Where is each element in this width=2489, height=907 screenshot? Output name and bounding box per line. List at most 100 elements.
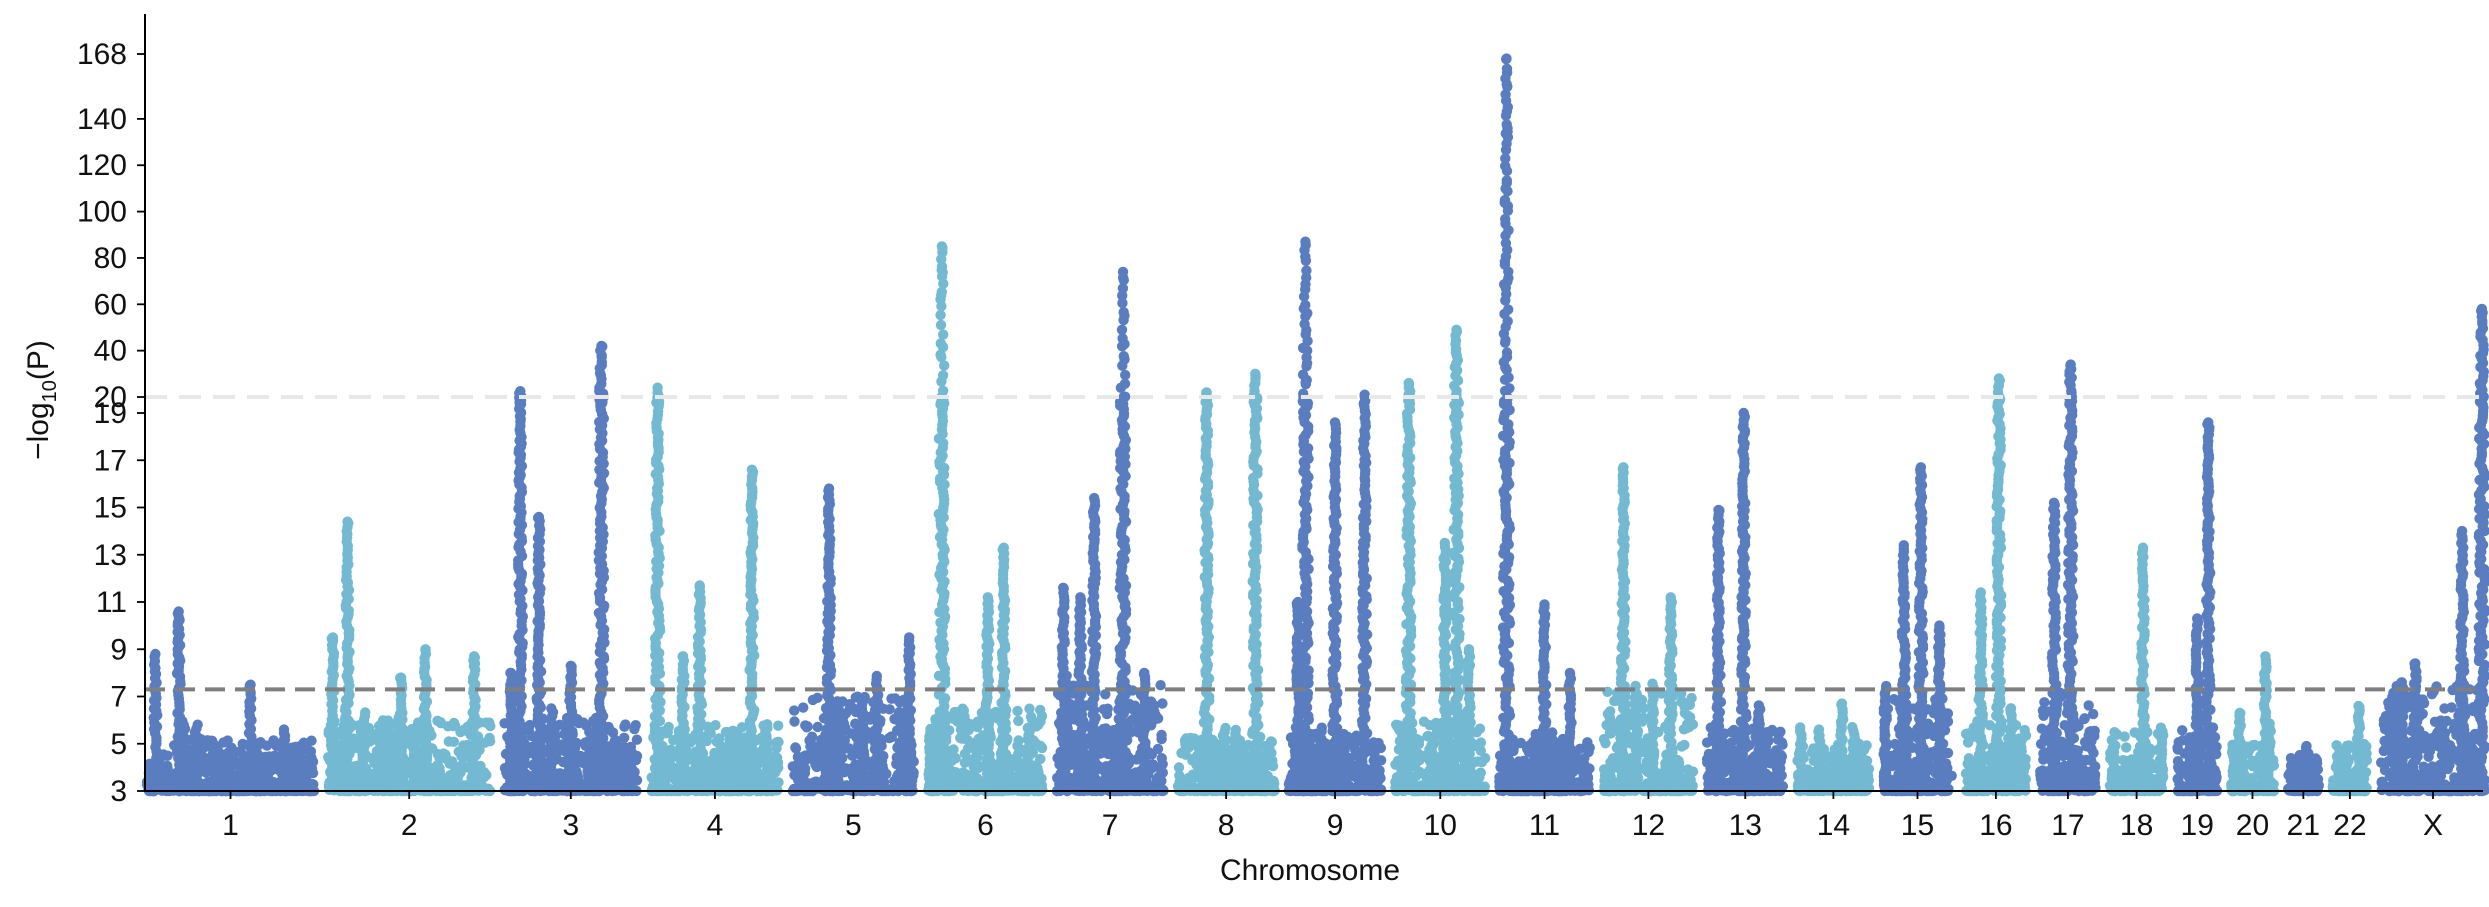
snp-point [382,721,393,732]
snp-point [612,784,623,795]
snp-point [935,319,947,331]
snp-point [218,737,229,748]
snp-point [805,735,816,746]
chromosome-4-points [646,382,784,797]
snp-point [484,736,496,747]
peak-top-point [823,483,835,494]
snp-point [629,766,640,778]
snp-point [732,783,744,795]
snp-point [577,717,589,728]
peak-top-point [857,696,869,707]
snp-point [881,768,892,780]
snp-point [966,737,977,749]
chromosome-6-points [923,241,1048,797]
snp-point [524,719,536,731]
snp-point [665,759,676,771]
peak-top-point [278,724,290,735]
snp-point [773,762,784,773]
peak-chr4 [692,580,707,794]
snp-point [607,727,619,738]
peak-top-point [173,606,184,617]
peak-chr4 [649,382,666,794]
snp-point [872,784,883,795]
snp-point [212,743,223,755]
snp-point [972,716,983,727]
snp-point [206,735,218,746]
snp-point [1155,764,1166,775]
snp-point [619,721,630,732]
peak-chr1 [171,606,186,794]
snp-point [434,762,445,774]
peak-chr2 [339,516,356,794]
peak-top-point [469,651,480,662]
peak-top-point [150,648,161,660]
snp-point [449,720,461,731]
snp-point [789,705,800,716]
snp-point [1155,680,1166,691]
peak-top-point [565,660,576,671]
snp-point [938,329,949,340]
snp-point [844,699,856,710]
peak-chr6 [933,241,951,794]
snp-point [1036,784,1047,795]
snp-point [441,774,452,786]
peak-chr2 [467,651,482,794]
peak-top-point [533,511,545,523]
snp-point [287,766,299,777]
snp-point [807,694,819,706]
peak-top-point [998,542,1009,553]
snp-point [1149,706,1160,717]
peak-top-point [694,580,705,591]
chromosome-7-points [1051,266,1169,797]
snp-point [937,385,949,396]
snp-point [937,370,949,381]
snp-point [162,763,173,774]
snp-point [432,715,443,726]
snp-point [935,338,946,349]
snp-point [771,737,782,748]
peak-top-point [936,241,948,252]
snp-point [798,702,809,713]
snp-point [269,750,280,761]
peak-chr2 [417,644,433,794]
snp-point [227,758,239,769]
peak-top-point [395,672,407,683]
snp-point [665,784,677,795]
snp-point [935,309,946,321]
snp-point [432,748,443,760]
snp-point [213,774,225,786]
snp-point [200,767,212,778]
snp-point [1152,743,1164,755]
chromosome-2-points [323,516,496,797]
snp-point [1013,715,1024,727]
peak-top-point [342,516,353,527]
snp-point [373,736,384,747]
peak-chr1 [147,648,163,794]
snp-point [789,716,800,727]
chromosome-3-points [499,340,643,797]
snp-point [374,744,385,755]
snp-point [790,742,801,753]
snp-point [925,784,936,795]
peak-top-point [596,340,607,352]
snp-point [1156,753,1168,764]
snp-point [223,746,235,758]
snp-point [1035,716,1046,727]
snp-point [1157,698,1168,709]
peak-top-point [420,644,431,655]
peak-top-point [327,632,339,643]
snp-point [412,721,423,732]
snp-point [1156,729,1167,741]
snp-point [800,720,811,731]
snp-point [808,746,819,757]
peak-top-point [245,679,256,690]
peak-chr6 [995,542,1012,794]
snp-point [1100,723,1112,734]
snp-point [441,753,452,765]
snp-point [458,740,469,751]
snp-point [1024,783,1036,794]
snp-point [375,757,386,768]
peak-top-point [904,632,915,643]
